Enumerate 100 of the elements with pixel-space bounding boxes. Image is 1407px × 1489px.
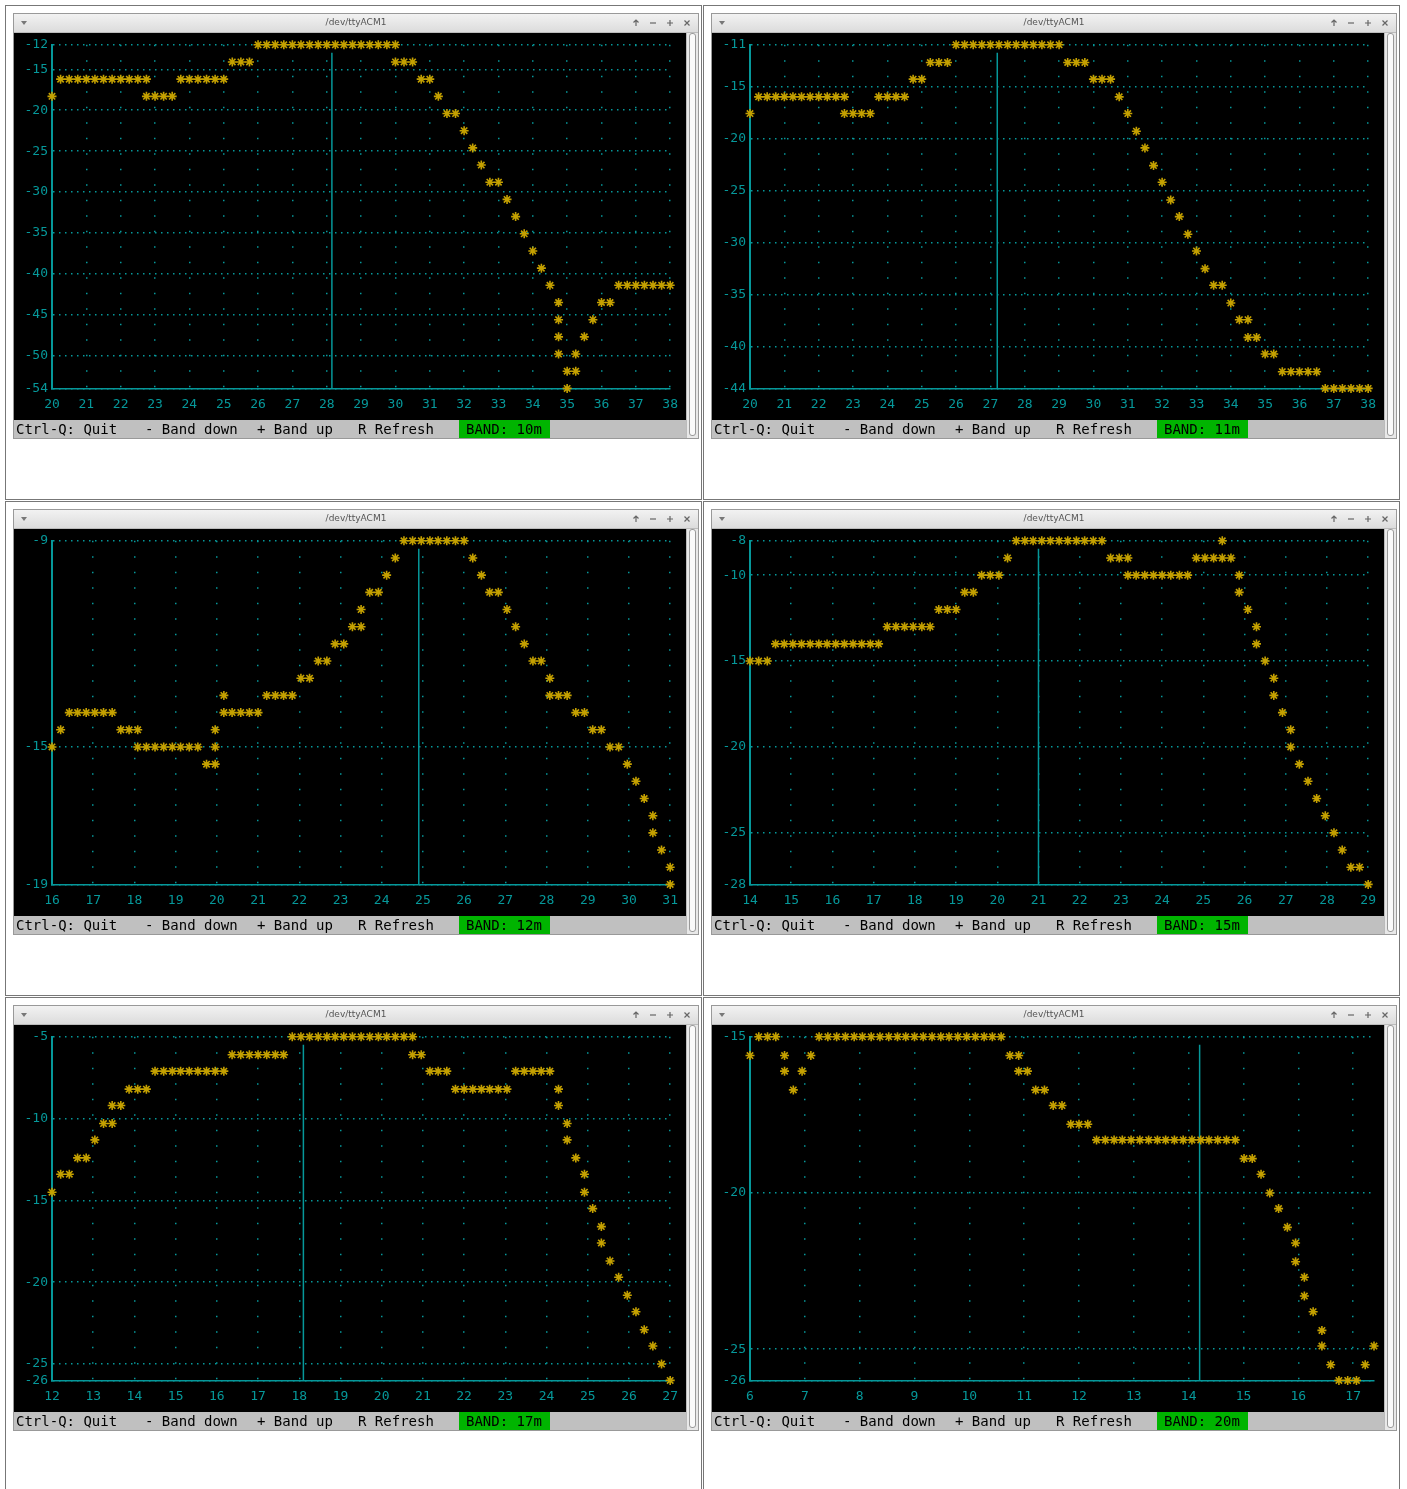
chart-title: /dev/ttyACM1	[1022, 513, 1086, 523]
x-tick-label: 27	[1277, 891, 1294, 907]
x-tick-label: 31	[1119, 395, 1136, 411]
x-tick-label: 14	[126, 1387, 143, 1403]
text: + Band up	[257, 916, 333, 934]
x-tick-label: 14	[742, 891, 758, 907]
x-tick-label: 20	[44, 395, 60, 411]
x-tick-label: 20	[989, 891, 1006, 907]
x-tick-label: 30	[1085, 395, 1102, 411]
y-tick-label: -45	[24, 306, 48, 322]
x-tick-label: 23	[497, 1387, 514, 1403]
y-tick-label: -20	[722, 738, 746, 754]
x-tick-label: 20	[373, 1387, 390, 1403]
x-tick-label: 25	[215, 395, 232, 411]
x-tick-label: 29	[353, 395, 369, 411]
text: - Band down	[843, 1412, 936, 1430]
x-tick-label: 23	[147, 395, 163, 411]
x-tick-label: 34	[1222, 395, 1239, 411]
x-tick-label: 31	[421, 395, 438, 411]
x-tick-label: 32	[1154, 395, 1170, 411]
y-tick-label: -15	[722, 1028, 746, 1044]
x-tick-label: 27	[284, 395, 301, 411]
x-tick-label: 21	[1030, 891, 1047, 907]
x-tick-label: 22	[810, 395, 827, 411]
x-tick-label: 23	[1113, 891, 1129, 907]
x-tick-label: 35	[1257, 395, 1273, 411]
x-tick-label: 9	[910, 1387, 919, 1403]
x-tick-label: 16	[1290, 1387, 1307, 1403]
y-tick-label: -15	[24, 60, 48, 76]
y-tick-label: -15	[24, 1191, 48, 1207]
text: BAND: 15m	[1157, 916, 1248, 934]
chart-title: /dev/ttyACM1	[324, 513, 388, 523]
text: R Refresh	[358, 420, 434, 438]
chart-title: /dev/ttyACM1	[1022, 17, 1086, 27]
x-tick-label: 15	[167, 1387, 184, 1403]
x-tick-label: 12	[44, 1387, 60, 1403]
text: - Band down	[843, 916, 936, 934]
y-tick-label: -50	[24, 347, 48, 363]
x-tick-label: 21	[776, 395, 793, 411]
x-tick-label: 29	[579, 891, 596, 907]
text: BAND: 10m	[459, 420, 550, 438]
y-tick-label: -8	[730, 532, 746, 548]
x-tick-label: 17	[85, 891, 102, 907]
text: Ctrl-Q: Quit	[16, 916, 118, 934]
text: R Refresh	[358, 916, 434, 934]
y-tick-label: -54	[24, 379, 49, 395]
y-tick-label: -11	[722, 36, 746, 52]
x-tick-label: 26	[250, 395, 266, 411]
y-tick-label: -35	[722, 286, 746, 302]
y-tick-label: -20	[24, 1273, 48, 1289]
chart-title: /dev/ttyACM1	[324, 17, 388, 27]
text: R Refresh	[358, 1412, 434, 1430]
x-tick-label: 11	[1016, 1387, 1032, 1403]
x-tick-label: 12	[1071, 1387, 1087, 1403]
text: Ctrl-Q: Quit	[714, 916, 816, 934]
x-tick-label: 17	[1345, 1387, 1361, 1403]
x-tick-label: 28	[1319, 891, 1335, 907]
x-tick-label: 16	[824, 891, 841, 907]
x-tick-label: 28	[538, 891, 555, 907]
y-tick-label: -5	[32, 1028, 48, 1044]
x-tick-label: 10	[961, 1387, 978, 1403]
y-tick-label: -15	[722, 77, 746, 93]
x-tick-label: 19	[332, 1387, 349, 1403]
x-tick-label: 26	[456, 891, 472, 907]
x-tick-label: 26	[1236, 891, 1253, 907]
y-tick-label: -25	[24, 1355, 48, 1371]
x-tick-label: 28	[1016, 395, 1033, 411]
text: BAND: 20m	[1157, 1412, 1248, 1430]
text: R Refresh	[1056, 420, 1132, 438]
y-tick-label: -10	[722, 566, 746, 582]
text: + Band up	[257, 420, 333, 438]
x-tick-label: 19	[948, 891, 964, 907]
y-tick-label: -25	[24, 142, 48, 158]
x-tick-label: 25	[579, 1387, 596, 1403]
x-tick-label: 22	[1071, 891, 1088, 907]
x-tick-label: 22	[112, 395, 129, 411]
x-tick-label: 7	[800, 1387, 809, 1403]
text: - Band down	[145, 916, 238, 934]
y-tick-label: -30	[722, 234, 746, 250]
x-tick-label: 17	[250, 1387, 266, 1403]
x-tick-label: 21	[250, 891, 266, 907]
y-tick-label: -25	[722, 181, 746, 197]
x-tick-label: 28	[318, 395, 335, 411]
x-tick-label: 25	[913, 395, 930, 411]
y-tick-label: -20	[24, 101, 48, 117]
x-tick-label: 30	[387, 395, 404, 411]
y-tick-label: -12	[24, 36, 48, 52]
x-tick-label: 18	[291, 1387, 308, 1403]
x-tick-label: 27	[497, 891, 514, 907]
text: Ctrl-Q: Quit	[16, 420, 118, 438]
x-tick-label: 23	[332, 891, 349, 907]
x-tick-label: 21	[78, 395, 95, 411]
x-tick-label: 20	[209, 891, 225, 907]
x-tick-label: 37	[1326, 395, 1342, 411]
x-tick-label: 30	[621, 891, 637, 907]
text: Ctrl-Q: Quit	[714, 420, 816, 438]
x-tick-label: 33	[490, 395, 507, 411]
x-tick-label: 14	[1180, 1387, 1197, 1403]
x-tick-label: 20	[742, 395, 758, 411]
x-tick-label: 35	[559, 395, 575, 411]
